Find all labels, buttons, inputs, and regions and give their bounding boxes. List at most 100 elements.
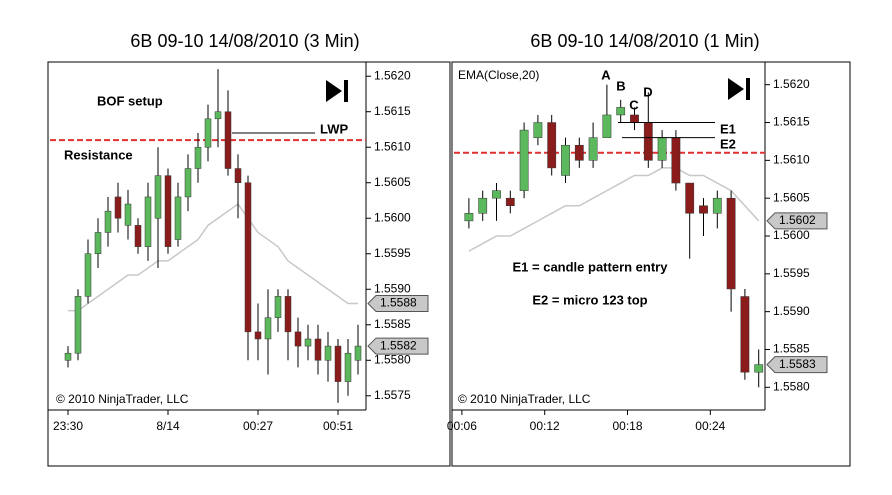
y-tick-label: 1.5595 bbox=[374, 246, 411, 260]
candle-body bbox=[204, 118, 212, 148]
play-end-icon bbox=[746, 78, 750, 100]
y-tick-label: 1.5620 bbox=[374, 68, 411, 82]
x-tick-label: 00:27 bbox=[243, 419, 273, 433]
candle-body bbox=[561, 144, 570, 176]
candle-body bbox=[174, 196, 182, 240]
candle-body bbox=[533, 122, 543, 138]
candle-body bbox=[685, 182, 695, 214]
annotation: E2 = micro 123 top bbox=[532, 292, 647, 307]
y-tick-label: 1.5590 bbox=[773, 304, 810, 318]
ema-name: EMA(Close,20) bbox=[458, 68, 539, 82]
candle-body bbox=[264, 317, 272, 340]
x-tick-label: 00:06 bbox=[447, 419, 477, 433]
y-tick-label: 1.5595 bbox=[773, 266, 810, 280]
candle-body bbox=[712, 197, 722, 214]
annotation: C bbox=[629, 97, 639, 112]
y-tick-label: 1.5610 bbox=[374, 139, 411, 153]
candle-body bbox=[630, 114, 639, 123]
candle-body bbox=[254, 331, 262, 340]
candle-body bbox=[616, 107, 626, 116]
candle-body bbox=[588, 137, 598, 161]
chart-title: 6B 09-10 14/08/2010 (3 Min) bbox=[130, 31, 359, 51]
candle-body bbox=[134, 225, 142, 247]
x-tick-label: 00:12 bbox=[530, 419, 560, 433]
x-tick-label: 00:51 bbox=[323, 419, 353, 433]
y-tick-label: 1.5600 bbox=[374, 210, 411, 224]
play-end-icon bbox=[344, 80, 348, 102]
candle-body bbox=[164, 175, 172, 247]
y-tick-label: 1.5585 bbox=[374, 317, 411, 331]
candle-body bbox=[194, 146, 202, 169]
watermark: © 2010 NinjaTrader, LLC bbox=[56, 392, 189, 406]
candle-body bbox=[324, 345, 332, 361]
candle-body bbox=[344, 352, 352, 382]
y-tick-label: 1.5590 bbox=[374, 281, 411, 295]
candle-body bbox=[124, 203, 132, 226]
y-tick-label: 1.5575 bbox=[374, 388, 411, 402]
candle-body bbox=[214, 111, 222, 120]
candle-body bbox=[602, 114, 612, 138]
candle-body bbox=[244, 182, 252, 333]
candle-body bbox=[144, 196, 152, 247]
annotation: BOF setup bbox=[97, 93, 163, 108]
candle-body bbox=[726, 197, 736, 290]
y-tick-label: 1.5605 bbox=[374, 175, 411, 189]
price-marker-label: 1.5582 bbox=[380, 338, 417, 352]
y-tick-label: 1.5580 bbox=[374, 352, 411, 366]
candle-body bbox=[492, 190, 501, 199]
y-tick-label: 1.5605 bbox=[773, 190, 810, 204]
candle-body bbox=[740, 296, 750, 373]
candle-body bbox=[184, 168, 192, 198]
candle-body bbox=[334, 345, 342, 382]
y-tick-label: 1.5615 bbox=[374, 104, 411, 118]
candle-body bbox=[154, 175, 162, 219]
candle-body bbox=[314, 338, 322, 361]
chart-title: 6B 09-10 14/08/2010 (1 Min) bbox=[530, 31, 759, 51]
candle-body bbox=[94, 232, 102, 255]
y-tick-label: 1.5610 bbox=[773, 153, 810, 167]
annotation: A bbox=[601, 67, 611, 82]
play-end-icon bbox=[728, 78, 744, 100]
ema-line bbox=[68, 202, 358, 312]
candle-body bbox=[657, 137, 667, 161]
candle-body bbox=[274, 296, 282, 318]
candle-body bbox=[234, 168, 242, 183]
price-marker bbox=[367, 337, 429, 355]
price-marker bbox=[367, 294, 429, 312]
annotation: E1 = candle pattern entry bbox=[513, 259, 669, 274]
candle-body bbox=[699, 205, 708, 214]
price-marker-label: 1.5583 bbox=[779, 357, 816, 371]
candle-body bbox=[284, 296, 292, 333]
candle-body bbox=[671, 137, 681, 184]
level-label: E2 bbox=[720, 136, 736, 151]
level-label: LWP bbox=[320, 121, 348, 136]
reference-label: Resistance bbox=[64, 147, 133, 162]
x-tick-label: 23:30 bbox=[53, 419, 83, 433]
candle-body bbox=[754, 364, 764, 373]
candle-body bbox=[519, 129, 529, 191]
candle-body bbox=[505, 197, 515, 206]
candle-body bbox=[294, 331, 302, 347]
candle-body bbox=[304, 338, 312, 347]
level-label: E1 bbox=[720, 121, 736, 136]
y-tick-label: 1.5585 bbox=[773, 342, 810, 356]
right-panel bbox=[451, 61, 851, 467]
candle-body bbox=[478, 197, 488, 214]
x-tick-label: 00:24 bbox=[695, 419, 725, 433]
play-end-icon bbox=[326, 80, 342, 102]
candle-body bbox=[84, 253, 92, 297]
x-tick-label: 00:18 bbox=[612, 419, 642, 433]
candle-body bbox=[464, 213, 474, 222]
candle-body bbox=[74, 296, 82, 354]
watermark: © 2010 NinjaTrader, LLC bbox=[458, 392, 591, 406]
candle-body bbox=[64, 352, 72, 361]
price-marker bbox=[766, 356, 828, 374]
annotation: D bbox=[643, 84, 652, 99]
y-tick-label: 1.5620 bbox=[773, 77, 810, 91]
price-marker-label: 1.5602 bbox=[779, 213, 816, 227]
left-panel bbox=[47, 61, 451, 467]
candle-body bbox=[354, 345, 362, 361]
y-tick-label: 1.5580 bbox=[773, 379, 810, 393]
annotation: B bbox=[616, 78, 625, 93]
